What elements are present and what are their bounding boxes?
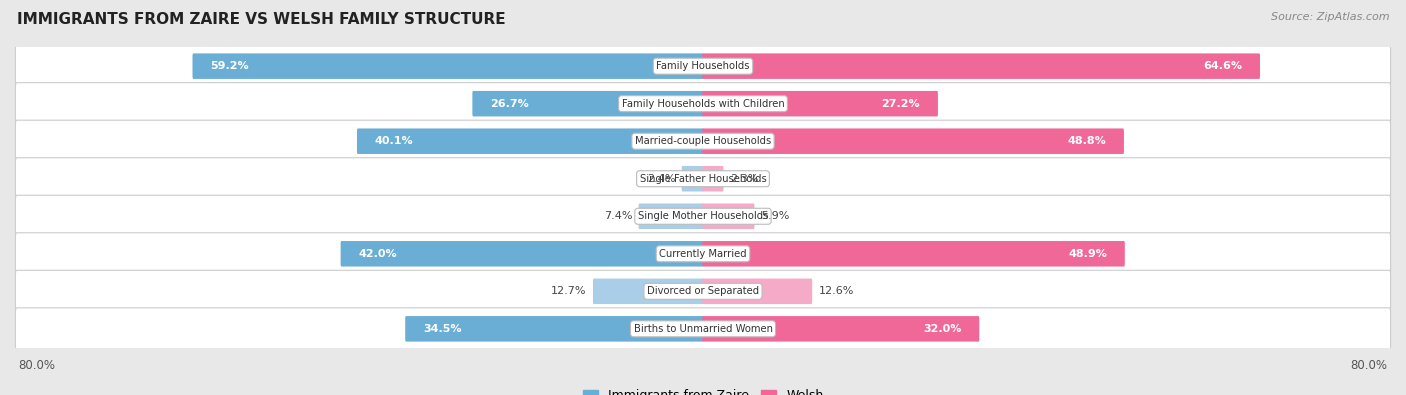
- Text: 48.9%: 48.9%: [1069, 249, 1107, 259]
- Text: Family Households: Family Households: [657, 61, 749, 71]
- FancyBboxPatch shape: [15, 45, 1391, 87]
- FancyBboxPatch shape: [703, 278, 813, 304]
- Text: Single Mother Households: Single Mother Households: [638, 211, 768, 221]
- Text: 42.0%: 42.0%: [359, 249, 396, 259]
- FancyBboxPatch shape: [638, 203, 703, 229]
- FancyBboxPatch shape: [593, 278, 703, 304]
- Text: Source: ZipAtlas.com: Source: ZipAtlas.com: [1271, 12, 1389, 22]
- Text: 80.0%: 80.0%: [1351, 359, 1388, 372]
- FancyBboxPatch shape: [15, 233, 1391, 275]
- FancyBboxPatch shape: [405, 316, 703, 342]
- Text: 2.3%: 2.3%: [730, 174, 758, 184]
- FancyBboxPatch shape: [15, 270, 1391, 312]
- Text: 40.1%: 40.1%: [375, 136, 413, 146]
- Text: 5.9%: 5.9%: [761, 211, 789, 221]
- Text: 27.2%: 27.2%: [882, 99, 920, 109]
- Legend: Immigrants from Zaire, Welsh: Immigrants from Zaire, Welsh: [578, 384, 828, 395]
- FancyBboxPatch shape: [703, 166, 724, 192]
- Text: 64.6%: 64.6%: [1204, 61, 1241, 71]
- Text: 32.0%: 32.0%: [922, 324, 962, 334]
- FancyBboxPatch shape: [703, 91, 938, 117]
- Text: Divorced or Separated: Divorced or Separated: [647, 286, 759, 296]
- FancyBboxPatch shape: [682, 166, 703, 192]
- FancyBboxPatch shape: [472, 91, 703, 117]
- Text: Married-couple Households: Married-couple Households: [636, 136, 770, 146]
- FancyBboxPatch shape: [15, 308, 1391, 350]
- FancyBboxPatch shape: [15, 120, 1391, 162]
- Text: Births to Unmarried Women: Births to Unmarried Women: [634, 324, 772, 334]
- FancyBboxPatch shape: [357, 128, 703, 154]
- FancyBboxPatch shape: [703, 128, 1123, 154]
- FancyBboxPatch shape: [703, 53, 1260, 79]
- Text: 12.6%: 12.6%: [818, 286, 853, 296]
- Text: 26.7%: 26.7%: [491, 99, 529, 109]
- FancyBboxPatch shape: [703, 241, 1125, 267]
- FancyBboxPatch shape: [340, 241, 703, 267]
- Text: 34.5%: 34.5%: [423, 324, 461, 334]
- Text: Currently Married: Currently Married: [659, 249, 747, 259]
- Text: 80.0%: 80.0%: [18, 359, 55, 372]
- Text: Single Father Households: Single Father Households: [640, 174, 766, 184]
- FancyBboxPatch shape: [15, 83, 1391, 125]
- FancyBboxPatch shape: [703, 203, 755, 229]
- FancyBboxPatch shape: [15, 158, 1391, 200]
- Text: 12.7%: 12.7%: [551, 286, 586, 296]
- FancyBboxPatch shape: [15, 195, 1391, 237]
- Text: IMMIGRANTS FROM ZAIRE VS WELSH FAMILY STRUCTURE: IMMIGRANTS FROM ZAIRE VS WELSH FAMILY ST…: [17, 12, 506, 27]
- Text: 59.2%: 59.2%: [211, 61, 249, 71]
- FancyBboxPatch shape: [703, 316, 979, 342]
- FancyBboxPatch shape: [193, 53, 703, 79]
- Text: 48.8%: 48.8%: [1067, 136, 1107, 146]
- Text: 2.4%: 2.4%: [647, 174, 675, 184]
- Text: 7.4%: 7.4%: [605, 211, 633, 221]
- Text: Family Households with Children: Family Households with Children: [621, 99, 785, 109]
